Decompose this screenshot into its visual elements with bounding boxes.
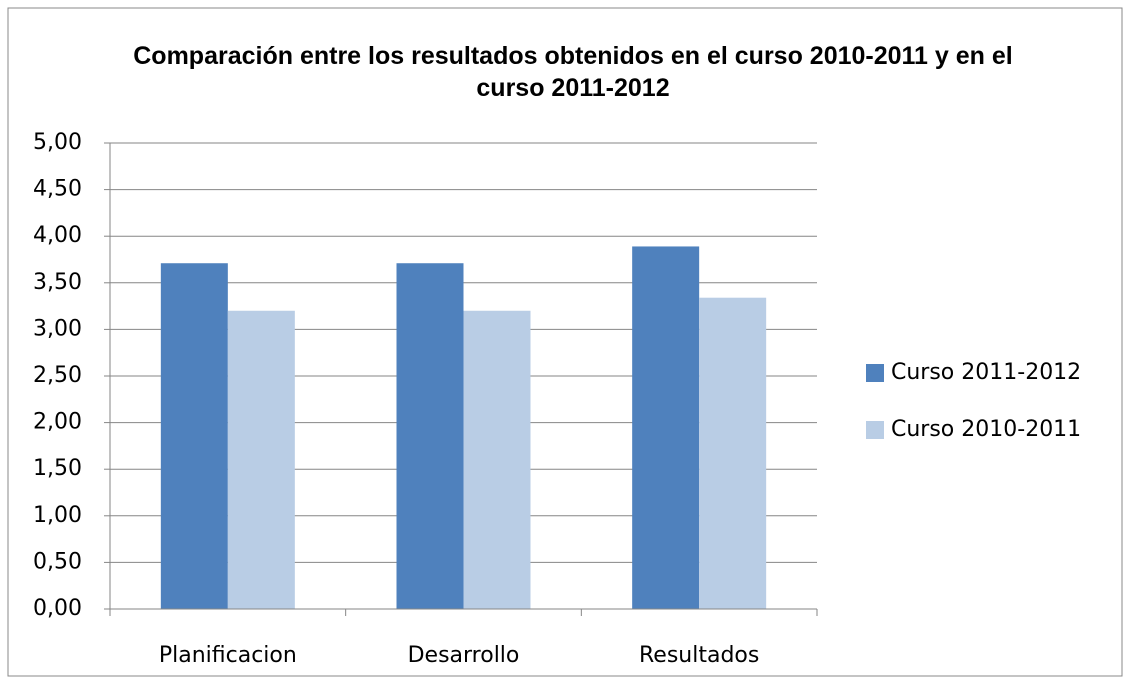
y-tick-label: 4,00: [33, 223, 82, 248]
y-tick-label: 1,00: [33, 503, 82, 528]
bar: [227, 310, 295, 609]
y-tick-label: 4,50: [33, 177, 82, 202]
bar: [699, 297, 767, 609]
legend-label: Curso 2010-2011: [891, 417, 1081, 442]
bar: [396, 263, 464, 609]
legend-swatch: [866, 364, 884, 382]
x-tick-label: Resultados: [639, 643, 759, 668]
y-tick-label: 2,00: [33, 410, 82, 435]
legend-swatch: [866, 421, 884, 439]
legend-label: Curso 2011-2012: [891, 360, 1081, 385]
y-tick-label: 3,50: [33, 270, 82, 295]
bar: [160, 263, 228, 609]
bar: [632, 246, 700, 609]
x-tick-label: Desarrollo: [408, 643, 520, 668]
x-tick-label: Planificacion: [159, 643, 297, 668]
bar: [463, 310, 531, 609]
y-tick-label: 5,00: [33, 130, 82, 155]
y-tick-label: 0,00: [33, 596, 82, 621]
chart-title: Comparación entre los resultados obtenid…: [133, 42, 1013, 102]
y-tick-label: 3,00: [33, 316, 82, 341]
y-tick-label: 2,50: [33, 363, 82, 388]
y-tick-label: 0,50: [33, 549, 82, 574]
y-tick-label: 1,50: [33, 456, 82, 481]
